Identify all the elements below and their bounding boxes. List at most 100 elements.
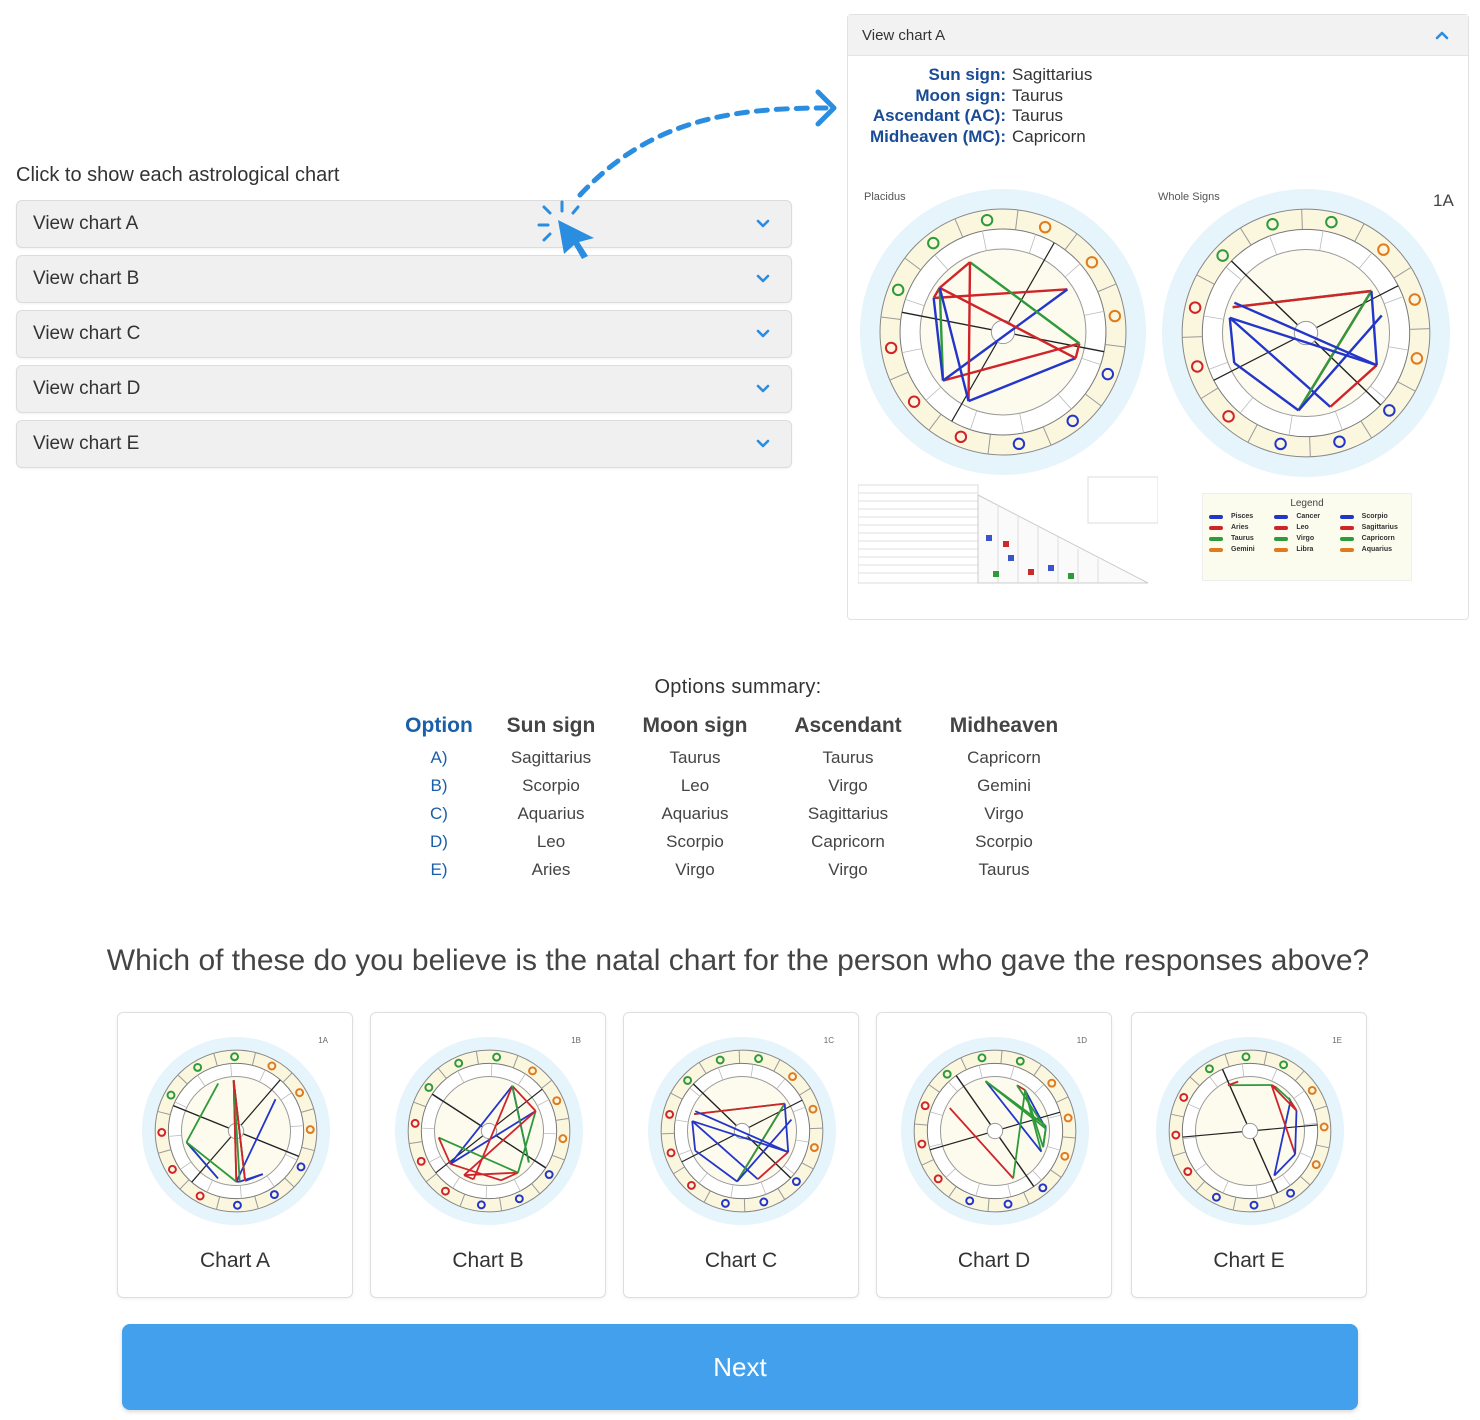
house-divider — [197, 1075, 206, 1087]
zodiac-divider — [928, 413, 942, 431]
zodiac-glyph-icon — [1274, 514, 1289, 519]
zodiac-glyph-icon — [1222, 410, 1235, 423]
accordion-item-chart-d[interactable]: View chart D — [16, 365, 792, 413]
sign-row: Sun sign: Sagittarius — [858, 65, 1093, 86]
summary-row: B) Scorpio Leo Virgo Gemini — [396, 772, 1082, 800]
aspect-line — [691, 1120, 697, 1151]
aspect-line — [463, 1110, 537, 1176]
aspect-line — [1227, 1080, 1239, 1087]
aspect-line — [1370, 290, 1378, 366]
aspect-line — [1273, 1153, 1296, 1177]
zodiac-divider — [948, 1186, 957, 1198]
aspect-line — [463, 1171, 519, 1177]
aspect-line — [938, 261, 971, 289]
chart-option-b[interactable]: 1B Chart B — [370, 1012, 606, 1298]
chevron-down-icon[interactable] — [753, 217, 773, 231]
zodiac-glyph-icon — [788, 1072, 798, 1082]
zodiac-glyph-icon — [1188, 301, 1202, 314]
aspect-grid — [858, 476, 1158, 584]
next-button[interactable]: Next — [122, 1324, 1358, 1410]
house-divider — [280, 1092, 292, 1101]
house-divider — [678, 1149, 692, 1156]
sign-key: Moon sign: — [915, 85, 1006, 105]
chart-a-panel: View chart A Sun sign: Sagittarius Moon si… — [847, 14, 1469, 620]
zodiac-glyph-icon — [1216, 249, 1229, 262]
zodiac-divider — [1062, 1136, 1076, 1139]
zodiac-divider — [475, 1051, 479, 1065]
house-divider — [792, 1106, 806, 1113]
chart-option-d[interactable]: 1D Chart D — [876, 1012, 1112, 1298]
chevron-down-icon[interactable] — [753, 437, 773, 451]
zodiac-glyph-icon — [1171, 1130, 1181, 1140]
zodiac-divider — [921, 1159, 934, 1166]
house-divider — [239, 1185, 242, 1199]
aspect-line — [694, 1102, 785, 1116]
legend-item: Leo — [1274, 524, 1339, 531]
aspect-line — [1297, 314, 1383, 412]
zodiac-glyph-icon — [1307, 1085, 1317, 1095]
accordion-item-chart-b[interactable]: View chart B — [16, 255, 792, 303]
aspect-line — [1270, 1084, 1298, 1112]
zodiac-divider — [1182, 336, 1203, 338]
zodiac-divider — [157, 1110, 171, 1116]
zodiac-glyph-icon — [1012, 437, 1026, 451]
zodiac-glyph-icon — [305, 1125, 315, 1135]
summary-title: Options summary: — [654, 676, 822, 698]
zodiac-glyph-icon — [754, 1054, 764, 1064]
aspect-line — [984, 1080, 1043, 1153]
house-divider — [457, 1070, 465, 1083]
legend-label: Virgo — [1296, 535, 1315, 542]
zodiac-glyph-icon — [454, 1058, 464, 1068]
chevron-up-icon[interactable] — [1432, 28, 1452, 42]
accordion-item-chart-e[interactable]: View chart E — [16, 420, 792, 468]
legend-item: Capricorn — [1339, 535, 1405, 542]
zodiac-divider — [512, 1055, 519, 1068]
house-divider — [1222, 1180, 1229, 1194]
aspect-line — [185, 1083, 220, 1143]
zodiac-glyph-icon — [1274, 437, 1287, 451]
aspect-line — [1016, 1084, 1047, 1130]
house-divider — [1358, 252, 1373, 269]
house-divider — [905, 299, 925, 307]
aspect-line — [694, 1110, 789, 1153]
aspect-line — [1294, 1110, 1298, 1155]
summary-cell: Gemini — [977, 776, 1031, 795]
house-divider — [1028, 234, 1036, 254]
aspect-line — [232, 1080, 241, 1182]
house-divider — [1047, 1146, 1061, 1151]
zodiac-divider — [1042, 426, 1052, 446]
chart-option-a[interactable]: 1A Chart A — [117, 1012, 353, 1298]
summary-cell: Taurus — [822, 748, 874, 767]
chevron-down-icon[interactable] — [753, 382, 773, 396]
accordion-item-chart-a[interactable]: View chart A — [16, 200, 792, 248]
card-code: 1D — [1076, 1036, 1087, 1045]
accordion-item-chart-c[interactable]: View chart C — [16, 310, 792, 358]
house-divider — [421, 1127, 435, 1130]
panel-header[interactable]: View chart A — [848, 15, 1468, 56]
zodiac-divider — [300, 1108, 314, 1113]
aspect-line — [932, 297, 945, 381]
zodiac-glyph-icon — [1311, 1160, 1321, 1170]
zodiac-glyph-icon — [1183, 1167, 1193, 1177]
chevron-down-icon[interactable] — [753, 327, 773, 341]
chevron-down-icon[interactable] — [753, 272, 773, 286]
summary-table: Option Sun sign Moon sign Ascendant Midheave… — [396, 714, 1082, 884]
house-divider — [1208, 361, 1228, 370]
zodiac-divider — [179, 1179, 190, 1190]
chart-option-e[interactable]: 1E Chart E — [1131, 1012, 1367, 1298]
zodiac-divider — [1393, 266, 1412, 279]
house-divider — [259, 1069, 266, 1082]
summary-cell: C) — [430, 804, 448, 823]
chart-option-c[interactable]: 1C Chart C — [623, 1012, 859, 1298]
house-divider — [230, 1063, 233, 1077]
zodiac-glyph-icon — [884, 341, 898, 355]
summary-cell: Aquarius — [661, 804, 729, 823]
house-divider — [180, 1161, 192, 1170]
aspect-line — [1012, 1089, 1026, 1179]
house-divider — [945, 1168, 956, 1178]
house-divider — [948, 1081, 958, 1092]
aspect-line — [968, 357, 1077, 403]
legend-box: Legend Pisces Cancer Scorpio Aries Leo Sagitt… — [1202, 493, 1412, 581]
house-divider — [1299, 1152, 1313, 1159]
card-wheel — [1156, 1037, 1344, 1225]
